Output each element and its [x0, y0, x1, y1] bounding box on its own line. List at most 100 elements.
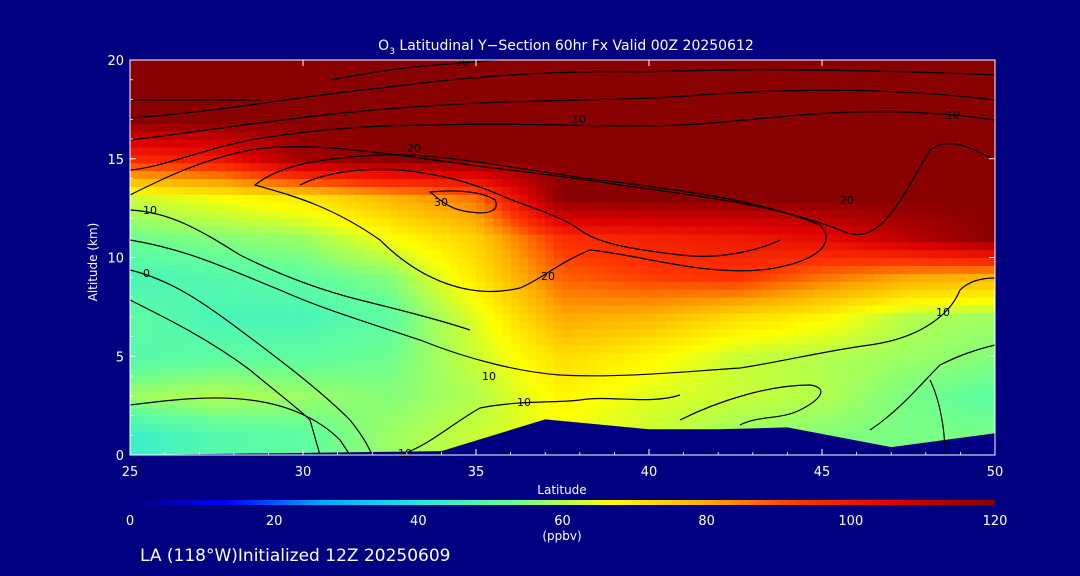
field-cell: [432, 297, 442, 306]
field-cell: [225, 241, 235, 251]
field-cell: [865, 297, 875, 306]
field-cell: [761, 170, 771, 180]
field-cell: [951, 423, 961, 432]
field-cell: [787, 225, 797, 235]
field-cell: [415, 407, 425, 417]
field-cell: [363, 233, 373, 243]
field-cell: [726, 60, 737, 69]
field-cell: [631, 376, 641, 385]
field-cell: [259, 225, 269, 235]
field-cell: [943, 233, 953, 243]
field-cell: [501, 336, 512, 345]
field-cell: [380, 131, 391, 140]
field-cell: [173, 304, 183, 314]
field-cell: [640, 352, 650, 361]
field-cell: [761, 273, 771, 282]
field-cell: [441, 304, 451, 314]
field-cell: [536, 368, 546, 377]
field-cell: [588, 194, 598, 203]
field-cell: [190, 218, 200, 227]
field-cell: [406, 423, 417, 432]
field-cell: [372, 91, 382, 101]
field-cell: [865, 194, 875, 203]
field-cell: [917, 115, 927, 124]
field-cell: [588, 368, 598, 377]
field-cell: [242, 154, 252, 164]
field-cell: [588, 131, 598, 140]
field-cell: [614, 312, 624, 322]
field-cell: [155, 391, 166, 401]
field-cell: [277, 170, 287, 180]
field-cell: [960, 139, 970, 148]
field-cell: [934, 115, 944, 124]
field-cell: [588, 83, 598, 93]
field-cell: [873, 257, 884, 266]
field-cell: [666, 170, 676, 180]
field-cell: [467, 123, 477, 132]
field-cell: [640, 186, 650, 195]
field-cell: [199, 202, 209, 211]
field-cell: [623, 154, 633, 164]
field-cell: [830, 170, 840, 180]
field-cell: [553, 312, 564, 322]
field-cell: [839, 383, 849, 393]
field-cell: [709, 383, 719, 393]
field-cell: [467, 154, 477, 164]
field-cell: [225, 107, 235, 116]
field-cell: [692, 415, 702, 424]
field-cell: [476, 178, 486, 187]
field-cell: [813, 281, 823, 290]
field-cell: [363, 407, 373, 417]
field-cell: [285, 178, 295, 187]
field-cell: [484, 368, 494, 377]
field-cell: [553, 83, 564, 93]
field-cell: [735, 344, 745, 353]
field-cell: [277, 178, 287, 187]
field-cell: [882, 376, 892, 385]
field-cell: [130, 91, 140, 101]
field-cell: [311, 218, 321, 227]
field-cell: [225, 415, 235, 424]
field-cell: [207, 75, 218, 85]
field-cell: [233, 67, 244, 77]
field-cell: [190, 249, 200, 259]
field-cell: [493, 139, 503, 148]
field-cell: [432, 265, 442, 274]
field-cell: [934, 383, 944, 393]
field-cell: [709, 399, 719, 409]
field-cell: [666, 265, 676, 274]
field-cell: [311, 297, 321, 306]
field-cell: [614, 225, 624, 235]
field-cell: [882, 154, 892, 164]
field-cell: [882, 344, 892, 353]
field-cell: [337, 75, 347, 85]
field-cell: [233, 107, 244, 116]
field-cell: [692, 368, 702, 377]
field-cell: [337, 320, 347, 330]
field-cell: [268, 344, 278, 353]
field-cell: [450, 439, 460, 448]
field-cell: [147, 304, 157, 314]
field-cell: [726, 344, 737, 353]
field-cell: [268, 225, 278, 235]
field-cell: [372, 249, 382, 259]
field-cell: [285, 360, 295, 369]
field-cell: [813, 186, 823, 195]
field-cell: [389, 415, 399, 424]
field-cell: [493, 399, 503, 409]
field-cell: [372, 60, 382, 69]
field-cell: [683, 297, 693, 306]
field-cell: [259, 312, 269, 322]
field-cell: [882, 320, 892, 330]
field-cell: [337, 360, 347, 369]
field-cell: [303, 249, 313, 259]
field-cell: [899, 218, 910, 227]
field-cell: [476, 368, 486, 377]
field-cell: [908, 146, 918, 156]
field-cell: [830, 91, 840, 101]
field-cell: [233, 115, 244, 124]
field-cell: [778, 67, 788, 77]
field-cell: [181, 304, 192, 314]
field-cell: [380, 194, 391, 203]
